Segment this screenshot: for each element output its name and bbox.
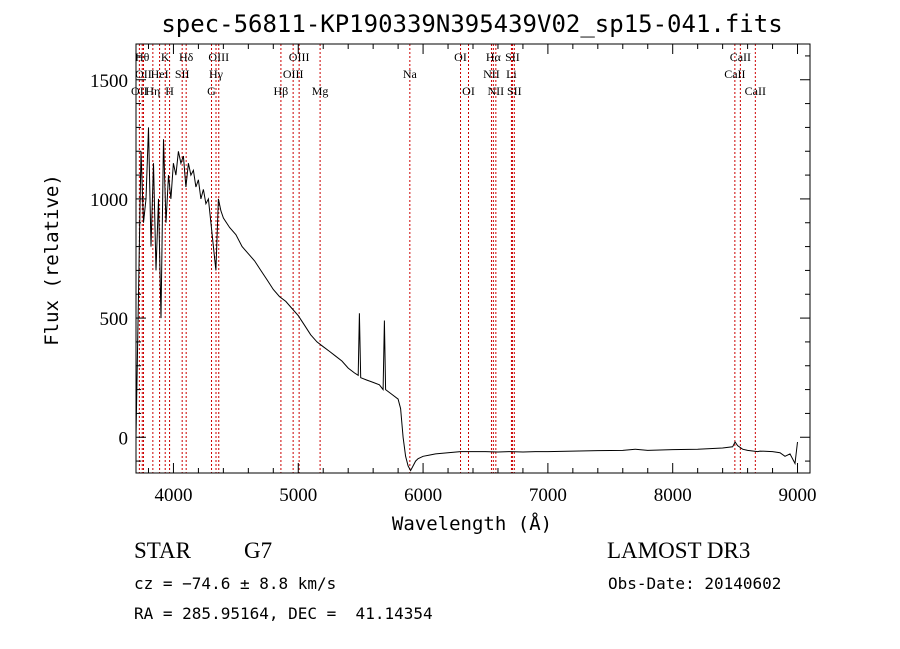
- x-tick-label: 5000: [279, 485, 317, 506]
- line-marker-label: Hη: [145, 84, 160, 98]
- plot-frame: [135, 43, 811, 474]
- x-tick-label: 8000: [654, 485, 692, 506]
- line-marker-labels: OIIHθOIIHηHeIKHSIIHδGHγOIIIHβOIIIOIIIMgN…: [131, 50, 766, 98]
- x-tick-label: 9000: [779, 485, 817, 506]
- observation-date: Obs-Date: 20140602: [608, 574, 782, 593]
- line-marker-label: OI: [462, 84, 475, 98]
- y-tick-label: 1000: [90, 190, 128, 211]
- chart-title: spec-56811-KP190339N395439V02_sp15-041.f…: [161, 10, 782, 38]
- y-tick-label: 0: [119, 428, 129, 449]
- survey-name: LAMOST DR3: [607, 538, 751, 563]
- line-marker-label: H: [165, 84, 174, 98]
- line-marker-label: SII: [507, 84, 522, 98]
- line-marker-label: OIII: [208, 50, 229, 64]
- line-marker-label: NII: [483, 67, 500, 81]
- line-markers: [138, 44, 756, 473]
- x-tick-label: 7000: [529, 485, 567, 506]
- line-marker-label: G: [207, 84, 216, 98]
- x-axis-ticks: 4000 5000 6000 7000 8000 9000: [147, 44, 817, 506]
- y-axis-label: Flux (relative): [41, 174, 63, 346]
- line-marker-label: CaII: [730, 50, 751, 64]
- line-marker-label: Na: [403, 67, 418, 81]
- line-marker-label: HeI: [151, 67, 169, 81]
- line-marker-label: OIII: [283, 67, 304, 81]
- x-tick-label: 4000: [154, 485, 192, 506]
- line-marker-label: CaII: [745, 84, 766, 98]
- line-marker-label: SII: [505, 50, 520, 64]
- line-marker-label: Hβ: [274, 84, 289, 98]
- line-marker-label: Hδ: [179, 50, 194, 64]
- line-marker-label: K: [161, 50, 170, 64]
- object-class: STAR: [134, 538, 191, 563]
- coordinates: RA = 285.95164, DEC = 41.14354: [134, 604, 433, 623]
- line-marker-label: OI: [454, 50, 467, 64]
- y-tick-label: 500: [100, 309, 129, 330]
- x-axis-label: Wavelength (Å): [392, 512, 552, 535]
- line-marker-label: OII: [135, 67, 152, 81]
- line-marker-label: Li: [506, 67, 517, 81]
- line-marker-label: Hα: [486, 50, 502, 64]
- line-marker-label: CaII: [724, 67, 745, 81]
- line-marker-label: Hθ: [135, 50, 150, 64]
- object-subclass: G7: [244, 538, 273, 563]
- line-marker-label: Mg: [312, 84, 329, 98]
- x-tick-label: 6000: [404, 485, 442, 506]
- y-tick-label: 1500: [90, 71, 128, 92]
- line-marker-label: SII: [175, 67, 190, 81]
- line-marker-label: Hγ: [209, 67, 224, 81]
- spectrum-line: [135, 127, 798, 472]
- y-axis-ticks: 0 500 1000 1500: [90, 55, 810, 462]
- redshift-velocity: cz = −74.6 ± 8.8 km/s: [134, 574, 337, 593]
- line-marker-label: OIII: [289, 50, 310, 64]
- line-marker-label: NII: [488, 84, 505, 98]
- line-marker-label: OII: [131, 84, 148, 98]
